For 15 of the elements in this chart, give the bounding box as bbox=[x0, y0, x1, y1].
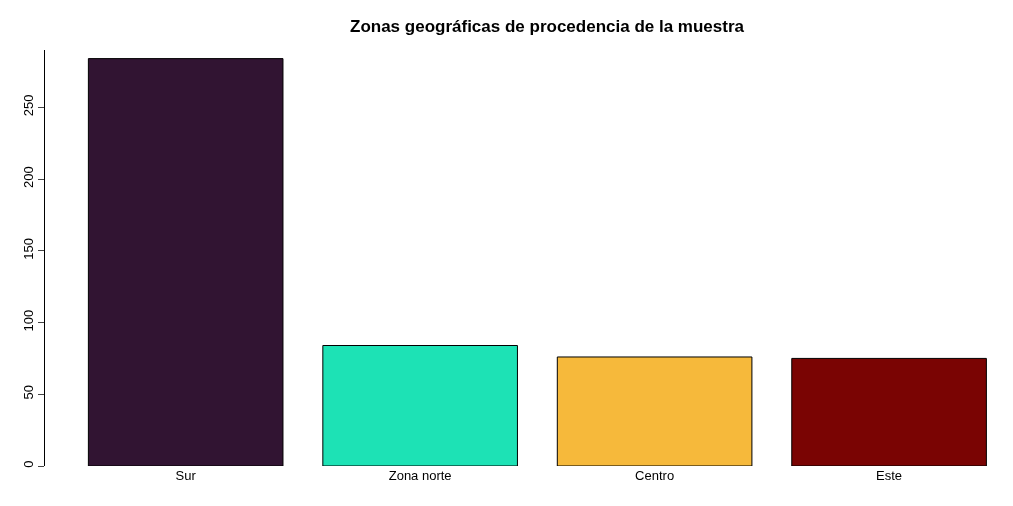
y-tick-label: 200 bbox=[20, 166, 36, 188]
bar bbox=[556, 356, 753, 466]
x-tick-label: Sur bbox=[175, 468, 197, 483]
y-tick-label: 250 bbox=[20, 94, 36, 117]
chart-title: Zonas geográficas de procedencia de la muestra bbox=[350, 17, 745, 37]
x-tick-label: Este bbox=[876, 468, 903, 483]
x-tick-label: Zona norte bbox=[388, 468, 452, 483]
bar bbox=[87, 58, 284, 466]
y-tick-label: 0 bbox=[20, 460, 36, 468]
y-tick-label: 150 bbox=[20, 238, 36, 260]
bar bbox=[791, 357, 987, 466]
y-tick-label: 50 bbox=[20, 385, 36, 400]
x-tick-label: Centro bbox=[635, 468, 675, 483]
y-tick-label: 100 bbox=[20, 309, 36, 332]
bar bbox=[322, 345, 518, 466]
